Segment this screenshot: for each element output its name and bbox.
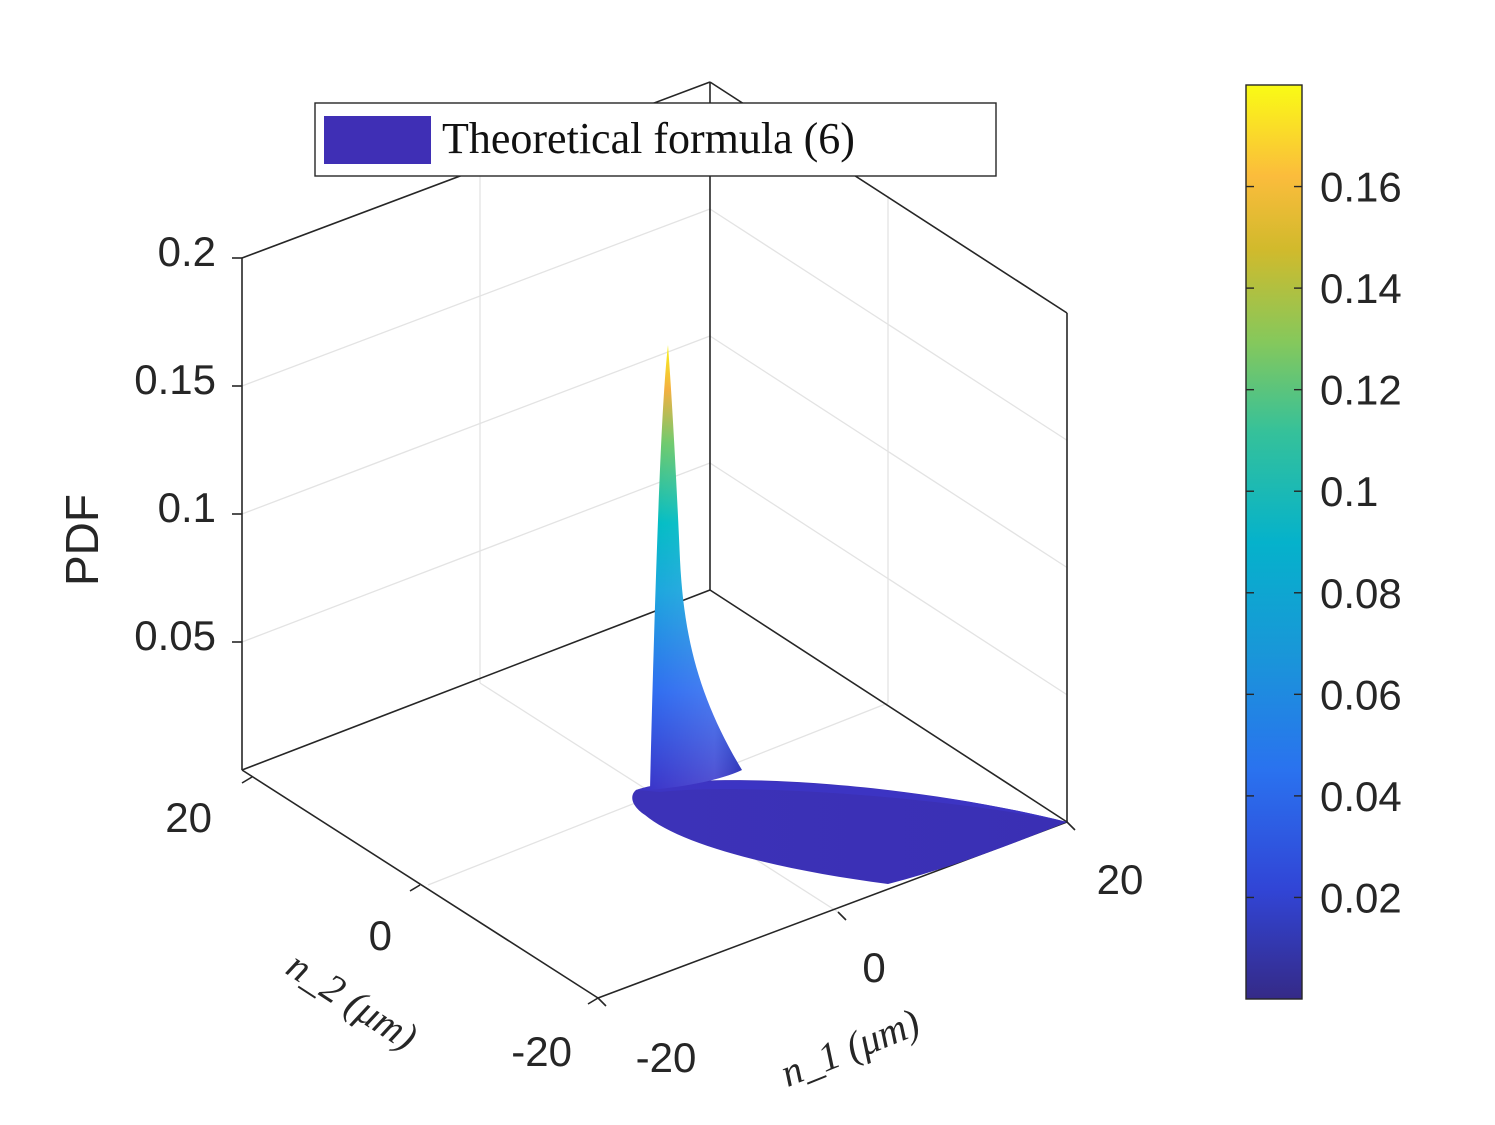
colorbar-tick-label: 0.04 [1320, 773, 1402, 820]
colorbar-tick-label: 0.02 [1320, 874, 1402, 921]
z-tick-label: 0.2 [158, 228, 216, 275]
colorbar-ticks: 0.02 0.04 0.06 0.08 0.1 0.12 0.14 0.16 [1246, 164, 1402, 921]
z-grid-line [241, 462, 711, 643]
colorbar-tick-label: 0.06 [1320, 671, 1402, 718]
z-grid-line [709, 335, 1068, 569]
z-tick-labels: 0.2 0.15 0.1 0.05 [134, 228, 216, 659]
n2-axis-label: n_2 (μm) [279, 942, 426, 1059]
surface-base [632, 780, 1067, 884]
legend-entry-label: Theoretical formula (6) [442, 114, 855, 163]
z-grid-line [709, 208, 1068, 441]
colorbar-gradient [1245, 84, 1303, 1000]
legend-swatch [324, 116, 431, 164]
z-grid-line [241, 208, 711, 387]
n2-tick-labels: 20 0 -20 [165, 794, 572, 1075]
z-grid-line [709, 462, 1068, 696]
n2-tick-label: 0 [369, 912, 392, 959]
n1-axis-label: n_1 (μm) [774, 999, 926, 1095]
z-grid-line [241, 335, 711, 515]
n1-tick-labels: -20 0 20 [636, 856, 1144, 1081]
colorbar: 0.02 0.04 0.06 0.08 0.1 0.12 0.14 0.16 [1245, 84, 1402, 1000]
n2-tick-label: 20 [165, 794, 212, 841]
legend: Theoretical formula (6) [314, 102, 997, 177]
colorbar-tick-label: 0.12 [1320, 367, 1402, 414]
n1-tick-label: 20 [1097, 856, 1144, 903]
axis-tick-marks [232, 257, 1076, 1007]
colorbar-tick-label: 0.08 [1320, 570, 1402, 617]
colorbar-tick-label: 0.16 [1320, 164, 1402, 211]
z-tick-label: 0.05 [134, 612, 216, 659]
z-axis-label: PDF [56, 494, 108, 586]
pdf-surface [632, 345, 1067, 884]
z-tick-label: 0.15 [134, 356, 216, 403]
n1-tick-label: 0 [862, 944, 885, 991]
colorbar-tick-label: 0.14 [1320, 265, 1402, 312]
colorbar-tick-label: 0.1 [1320, 468, 1378, 515]
n1-tick-label: -20 [636, 1034, 697, 1081]
z-tick-label: 0.1 [158, 484, 216, 531]
n2-tick-label: -20 [511, 1028, 572, 1075]
